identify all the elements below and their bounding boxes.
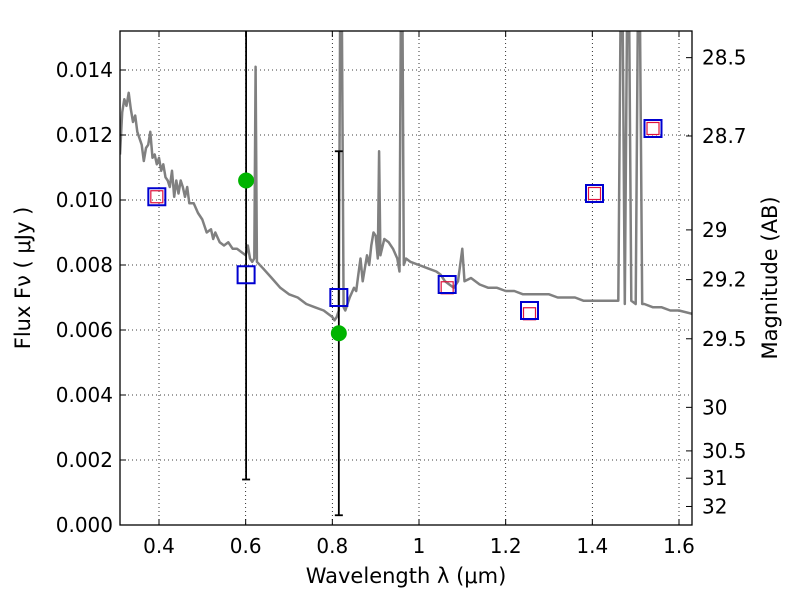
- y-tick-label: 0.004: [56, 383, 113, 407]
- magnitude-tick-label: 29.2: [702, 268, 747, 292]
- x-tick-label: 1.6: [663, 534, 695, 558]
- y-tick-label: 0.006: [56, 318, 113, 342]
- observed-flux-marker: [520, 301, 539, 320]
- magnitude-tick-label: 28.5: [702, 46, 747, 70]
- observed-flux-marker: [147, 187, 167, 207]
- observed-flux-marker: [643, 119, 663, 138]
- y-tick-label: 0.010: [56, 188, 113, 212]
- magnitude-tick-label: 28.7: [702, 124, 747, 148]
- observed-flux-marker: [329, 288, 349, 307]
- green-flux-point: [330, 325, 347, 342]
- magnitude-tick-label: 32: [702, 494, 727, 518]
- x-axis-label: Wavelength λ (μm): [306, 564, 507, 588]
- magnitude-tick-label: 31: [702, 466, 727, 490]
- y-tick-label: 0.012: [56, 123, 113, 147]
- model-sed-layer: [120, 31, 692, 322]
- x-tick-label: 1: [413, 534, 426, 558]
- model-flux-marker: [646, 121, 660, 136]
- model-sed-curve: [120, 31, 692, 322]
- x-tick-label: 0.6: [230, 534, 262, 558]
- y-tick-label: 0.002: [56, 448, 113, 472]
- x-tick-label: 1.2: [490, 534, 522, 558]
- y-tick-label: 0.008: [56, 253, 113, 277]
- magnitude-tick-label: 30.5: [702, 439, 747, 463]
- y-axis-label-right: Magnitude (AB): [758, 196, 782, 359]
- model-flux-marker: [587, 186, 602, 201]
- y-tick-label: 0.014: [56, 58, 113, 82]
- plot-frame: [119, 30, 693, 526]
- tick-layer: 0.4 0.6 0.8 1 1.2 1.4 1.6 0.000 0.002 0.004 0.006 0…: [56, 31, 747, 558]
- y-tick-label: 0.000: [56, 513, 113, 537]
- magnitude-tick-label: 30: [702, 395, 727, 419]
- magnitude-tick-label: 29.5: [702, 327, 747, 351]
- model-flux-marker: [150, 190, 164, 204]
- y-axis-label-left: Flux Fν ( μJy ): [11, 207, 35, 350]
- x-tick-label: 0.8: [316, 534, 348, 558]
- x-tick-label: 0.4: [143, 534, 175, 558]
- plot-background: [120, 31, 692, 525]
- green-flux-point: [238, 172, 255, 189]
- observed-flux-marker: [236, 265, 256, 285]
- observed-flux-marker: [437, 275, 457, 294]
- marker-layer: [147, 119, 663, 342]
- x-tick-label: 1.4: [576, 534, 608, 558]
- magnitude-tick-label: 29: [702, 218, 727, 242]
- observed-flux-marker: [585, 184, 604, 203]
